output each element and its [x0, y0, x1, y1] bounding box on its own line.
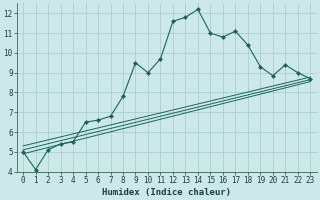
X-axis label: Humidex (Indice chaleur): Humidex (Indice chaleur) — [102, 188, 231, 197]
